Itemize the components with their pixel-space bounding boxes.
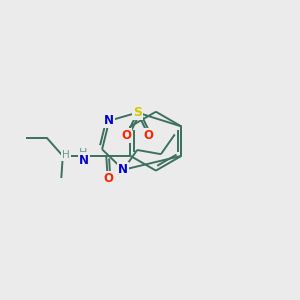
- Text: N: N: [104, 114, 114, 127]
- Text: H: H: [62, 150, 70, 160]
- Text: N: N: [118, 163, 128, 176]
- Text: O: O: [144, 129, 154, 142]
- Text: O: O: [121, 129, 131, 142]
- Text: H: H: [79, 148, 88, 158]
- Text: S: S: [133, 106, 142, 119]
- Text: N: N: [79, 154, 89, 166]
- Text: O: O: [103, 172, 113, 185]
